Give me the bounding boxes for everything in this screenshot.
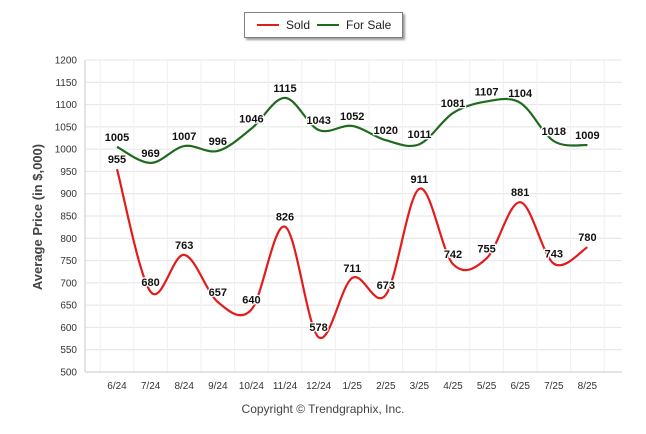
data-label-for-sale: 1011 [407, 129, 431, 141]
y-tick-label: 850 [60, 212, 77, 223]
legend-swatch-sold [257, 24, 279, 26]
legend-label-sold: Sold [286, 18, 311, 32]
copyright-credit: Copyright © Trendgraphix, Inc. [241, 402, 405, 416]
x-tick-label: 8/24 [174, 381, 194, 392]
y-tick-label: 1000 [55, 145, 78, 156]
data-label-sold: 763 [175, 240, 193, 252]
data-label-sold: 742 [444, 249, 462, 261]
series-lines [115, 96, 589, 339]
x-tick-label: 8/25 [578, 381, 598, 392]
y-tick-label: 500 [60, 368, 77, 379]
x-tick-label: 7/25 [544, 381, 564, 392]
legend-swatch-for-sale [317, 24, 339, 26]
data-labels: 955 680 763 657 640 826 578 711 673 911 742 755 881 7… [104, 82, 601, 336]
x-tick-label: 6/24 [107, 381, 127, 392]
data-label-for-sale: 1104 [508, 88, 533, 100]
data-label-for-sale: 1046 [239, 114, 263, 126]
y-tick-label: 900 [60, 189, 77, 200]
y-tick-label: 800 [60, 234, 77, 245]
y-tick-label: 550 [60, 345, 77, 356]
x-tick-label: 7/24 [141, 381, 161, 392]
legend-label-for-sale: For Sale [346, 18, 392, 32]
axes: 500 550 600 650 700 750 800 850 900 950 1000 1050 11… [55, 56, 622, 392]
data-label-sold: 743 [545, 249, 563, 261]
y-tick-label: 700 [60, 278, 77, 289]
data-label-sold: 673 [377, 280, 395, 292]
y-tick-label: 1200 [55, 56, 78, 67]
data-label-for-sale: 996 [209, 136, 227, 148]
data-label-for-sale: 1043 [306, 115, 330, 127]
y-tick-label: 1050 [55, 122, 78, 133]
data-label-sold: 711 [343, 263, 361, 275]
data-label-for-sale: 1081 [441, 98, 465, 110]
x-tick-label: 5/25 [477, 381, 497, 392]
y-tick-label: 950 [60, 167, 77, 178]
data-label-for-sale: 1020 [374, 125, 398, 137]
legend-item-for-sale: For Sale [317, 13, 391, 37]
data-label-sold: 881 [511, 187, 529, 199]
x-tick-label: 1/25 [342, 381, 362, 392]
series-line-sold [115, 168, 589, 339]
y-tick-label: 650 [60, 301, 77, 312]
x-tick-label: 6/25 [510, 381, 530, 392]
data-label-for-sale: 1009 [575, 130, 599, 142]
x-tick-label: 11/24 [273, 381, 298, 392]
y-tick-label: 600 [60, 323, 77, 334]
data-label-sold: 640 [242, 295, 260, 307]
data-label-sold: 780 [578, 232, 596, 244]
x-tick-label: 12/24 [306, 381, 331, 392]
data-label-sold: 955 [108, 154, 126, 166]
grid-lines [85, 59, 622, 373]
data-label-sold: 755 [477, 243, 495, 255]
data-label-for-sale: 1007 [172, 131, 196, 143]
y-axis-title: Average Price (in $,000) [30, 144, 45, 290]
data-label-sold: 911 [411, 174, 429, 186]
x-tick-label: 10/24 [239, 381, 264, 392]
data-label-for-sale: 1107 [475, 86, 499, 98]
data-label-for-sale: 1005 [105, 132, 129, 144]
legend: Sold For Sale [244, 12, 403, 38]
y-tick-label: 1100 [55, 100, 77, 111]
x-tick-label: 2/25 [376, 381, 396, 392]
data-label-sold: 657 [209, 287, 227, 299]
series-line-for-sale [116, 96, 588, 165]
x-tick-label: 9/24 [208, 381, 228, 392]
data-label-for-sale: 1052 [340, 111, 364, 123]
data-label-for-sale: 969 [141, 148, 159, 160]
x-tick-label: 4/25 [443, 381, 463, 392]
legend-item-sold: Sold [257, 13, 310, 37]
y-tick-label: 1150 [55, 78, 77, 89]
y-tick-label: 750 [60, 256, 77, 267]
data-label-for-sale: 1115 [273, 83, 296, 95]
x-tick-label: 3/25 [410, 381, 430, 392]
data-label-sold: 578 [309, 322, 327, 334]
data-label-sold: 826 [276, 212, 294, 224]
data-label-sold: 680 [141, 277, 159, 289]
data-label-for-sale: 1018 [542, 126, 566, 138]
